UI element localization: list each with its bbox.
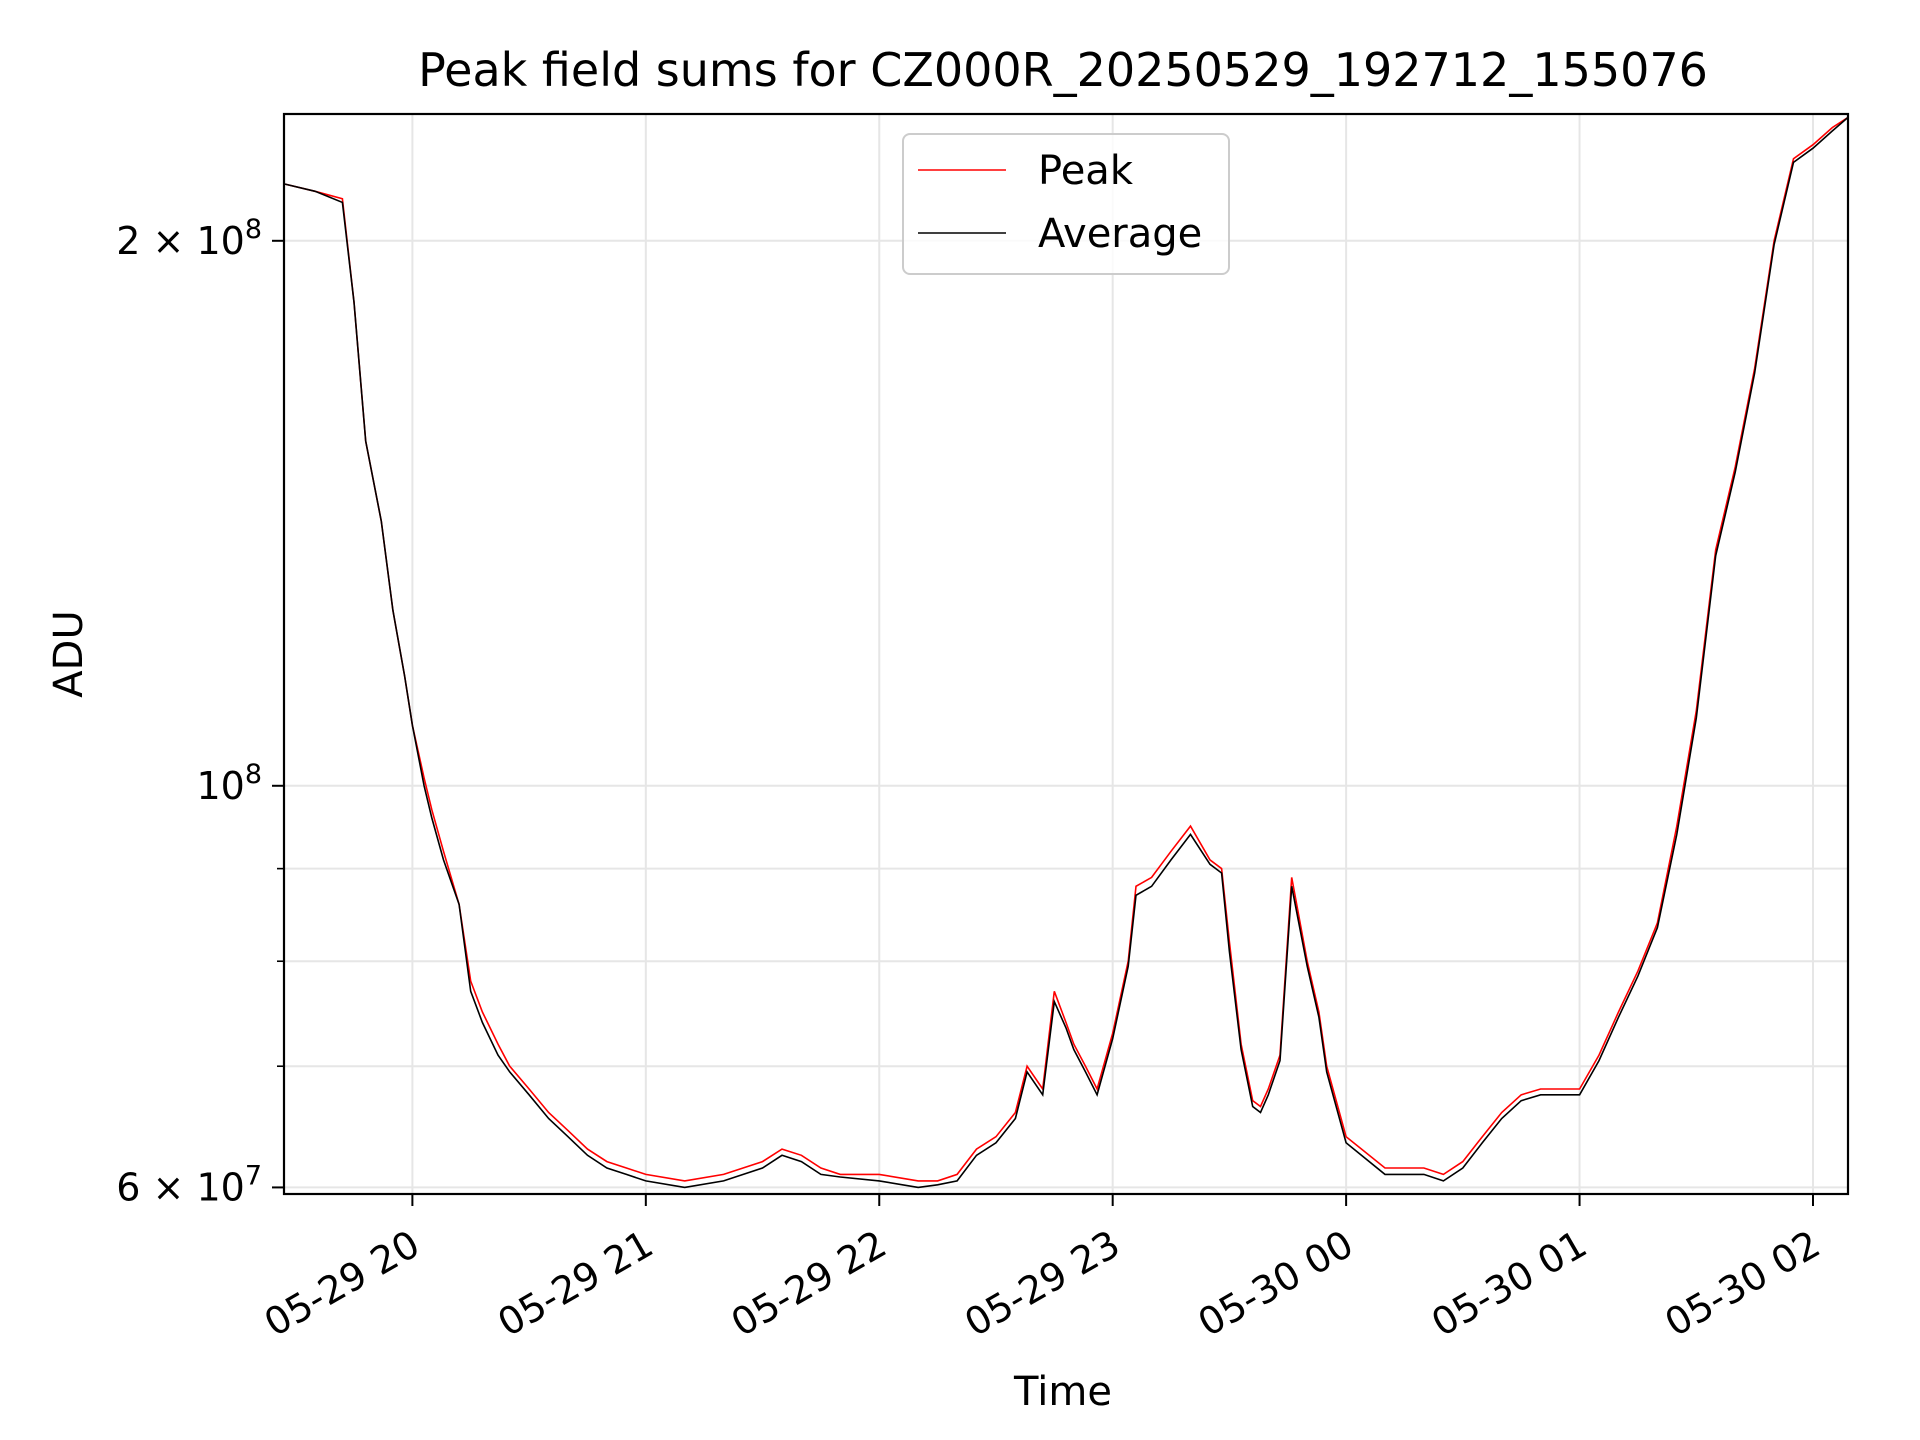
x-axis-label: Time [1013, 1369, 1112, 1415]
average-series-line [283, 116, 1849, 1189]
legend: Peak Average [902, 133, 1230, 275]
y-tick-label: 2 × 108 [116, 214, 262, 263]
legend-average-label: Average [1038, 211, 1202, 257]
y-axis-label: ADU [46, 610, 92, 697]
plot-series [283, 116, 1849, 1189]
legend-box [902, 133, 1230, 275]
y-axis-ticks: 6 × 107 108 2 × 108 [116, 214, 284, 1209]
y-tick-label: 108 [196, 759, 262, 808]
x-gridlines [411, 114, 1814, 1194]
legend-peak-label: Peak [1038, 148, 1134, 194]
y-tick-label: 6 × 107 [116, 1160, 262, 1209]
plot-frame [282, 112, 1850, 1196]
peak-series-line [283, 116, 1849, 1182]
chart-title: Peak field sums for CZ000R_20250529_1927… [418, 43, 1708, 97]
